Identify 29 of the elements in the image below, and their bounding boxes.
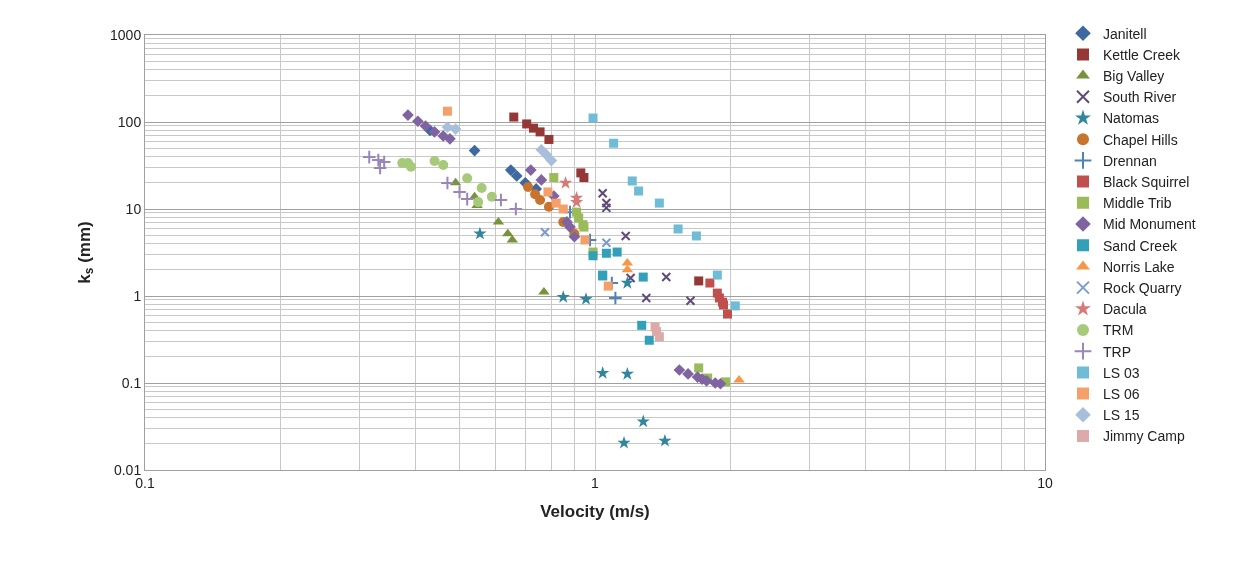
legend-label: LS 03 xyxy=(1103,364,1140,381)
x-axis-title: Velocity (m/s) xyxy=(540,502,650,522)
y-tick-label: 10 xyxy=(125,200,142,217)
y-tick-label: 0.1 xyxy=(121,374,142,391)
y-tick-label: 1000 xyxy=(110,26,142,43)
y-tick-label: 0.01 xyxy=(113,461,142,478)
legend-label: Dacula xyxy=(1103,301,1147,318)
legend-label: Drennan xyxy=(1103,152,1157,169)
legend-label: Black Squirrel xyxy=(1103,174,1190,191)
legend-label: Norris Lake xyxy=(1103,258,1175,275)
legend-label: Sand Creek xyxy=(1103,237,1178,254)
legend-label: Mid Monument xyxy=(1103,216,1196,233)
legend-label: Rock Quarry xyxy=(1103,280,1182,297)
legend-label: Jimmy Camp xyxy=(1103,428,1185,445)
legend-label: Janitell xyxy=(1103,25,1147,42)
y-tick-label: 1 xyxy=(133,287,142,304)
legend-label: LS 06 xyxy=(1103,386,1140,403)
legend-label: LS 15 xyxy=(1103,407,1140,424)
legend-label: Middle Trib xyxy=(1103,195,1172,212)
x-tick-label: 10 xyxy=(1037,474,1053,491)
legend-label: TRP xyxy=(1103,343,1131,360)
legend-label: Natomas xyxy=(1103,110,1160,127)
legend-label: TRM xyxy=(1103,322,1134,339)
y-tick-label: 100 xyxy=(117,113,142,130)
x-tick-label: 1 xyxy=(591,474,600,491)
legend-label: Big Valley xyxy=(1103,68,1165,85)
legend-label: Chapel Hills xyxy=(1103,131,1178,148)
legend-label: Kettle Creek xyxy=(1103,46,1182,63)
legend-label: South River xyxy=(1103,89,1177,106)
